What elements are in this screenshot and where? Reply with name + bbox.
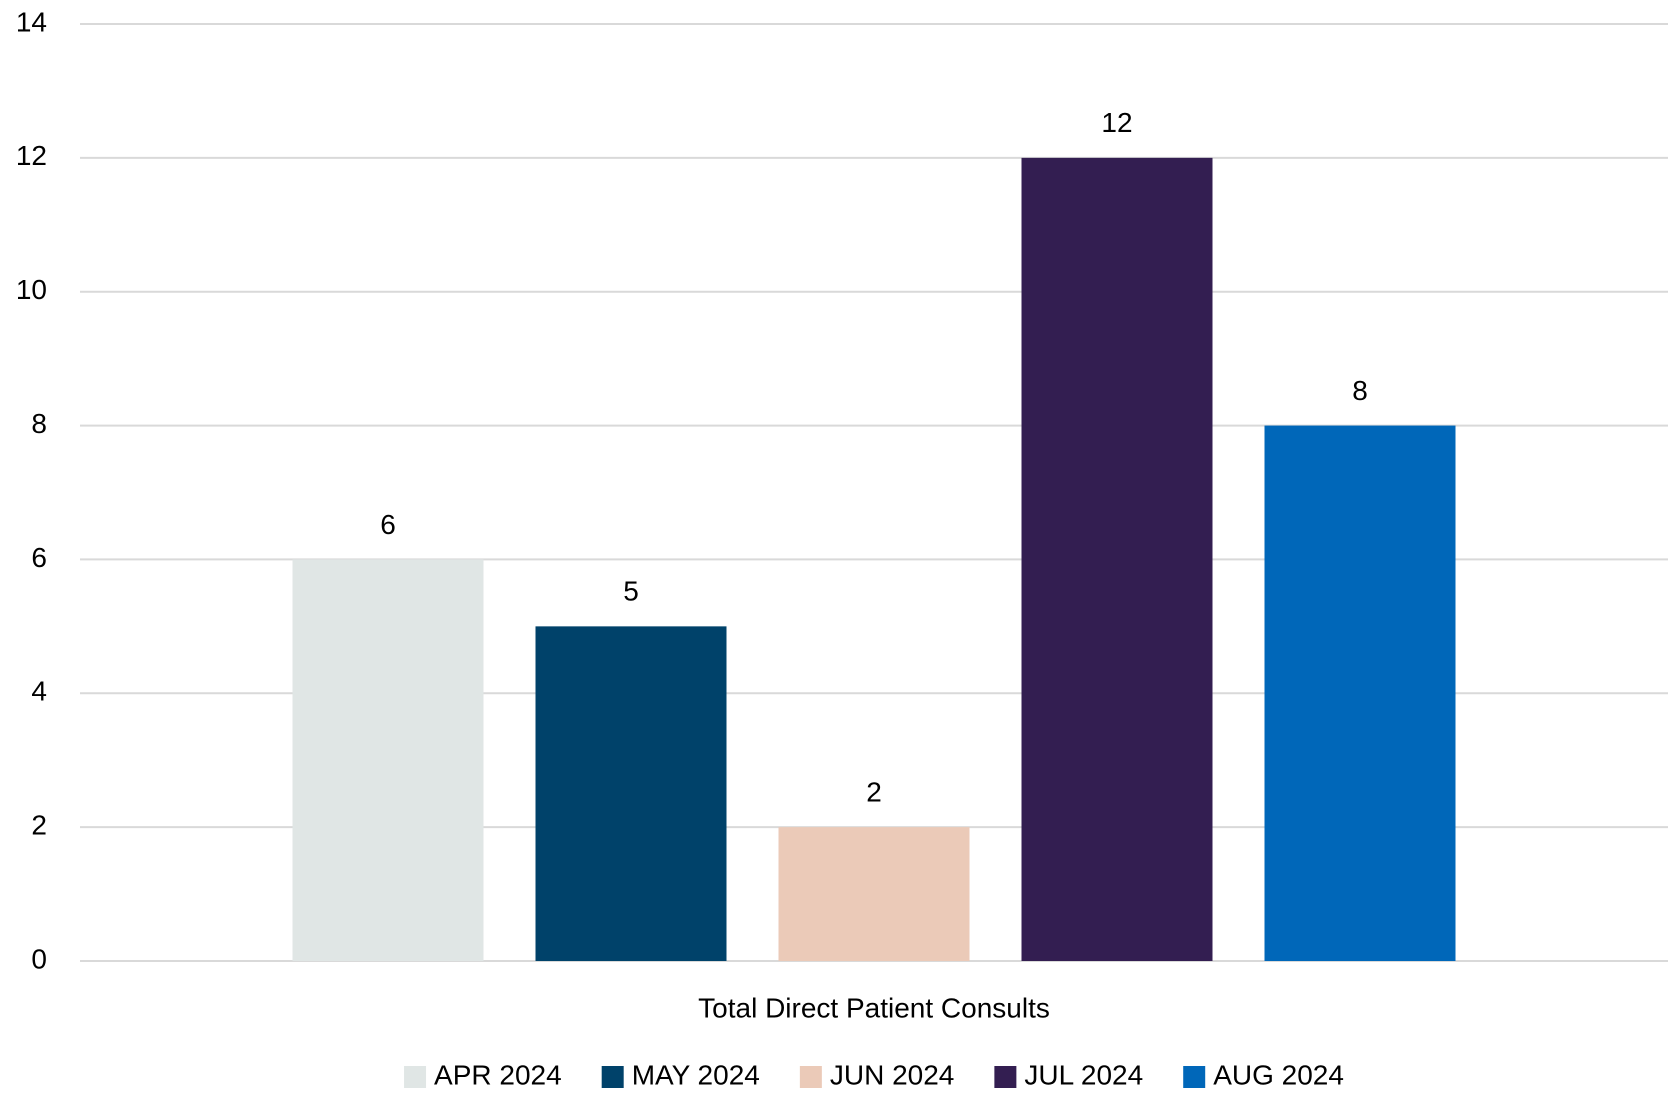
- data-label: 5: [623, 576, 639, 607]
- y-tick-label: 4: [31, 676, 47, 707]
- bar: [778, 827, 970, 961]
- legend-item: AUG 2024: [1183, 1059, 1344, 1090]
- legend-item: JUN 2024: [799, 1059, 955, 1090]
- y-tick-label: 14: [16, 6, 47, 37]
- legend-swatch: [601, 1066, 624, 1088]
- legend-swatch: [1183, 1066, 1206, 1088]
- bar: [292, 559, 484, 961]
- legend: APR 2024 MAY 2024 JUN 2024 JUL 2024 AUG 2024: [404, 1059, 1344, 1090]
- data-label: 6: [380, 509, 396, 540]
- bar: [535, 626, 727, 961]
- data-label: 2: [866, 777, 882, 808]
- data-label: 12: [1101, 107, 1132, 138]
- legend-label: AUG 2024: [1213, 1059, 1344, 1090]
- legend-item: MAY 2024: [601, 1059, 760, 1090]
- y-tick-label: 8: [31, 408, 47, 439]
- legend-item: JUL 2024: [994, 1059, 1143, 1090]
- legend-item: APR 2024: [404, 1059, 562, 1090]
- y-tick-label: 0: [31, 943, 47, 974]
- bar: [1264, 425, 1456, 962]
- legend-swatch: [994, 1066, 1017, 1088]
- legend-label: JUN 2024: [830, 1059, 955, 1090]
- legend-label: MAY 2024: [632, 1059, 760, 1090]
- y-tick-label: 10: [16, 274, 47, 305]
- y-tick-label: 2: [31, 810, 47, 841]
- legend-swatch: [799, 1066, 822, 1088]
- data-label: 8: [1352, 375, 1368, 406]
- legend-swatch: [404, 1066, 427, 1088]
- bar: [1021, 157, 1213, 961]
- y-tick-label: 6: [31, 542, 47, 573]
- legend-label: JUL 2024: [1024, 1059, 1143, 1090]
- legend-label: APR 2024: [434, 1059, 562, 1090]
- y-tick-label: 12: [16, 140, 47, 171]
- x-tick-label: Total Direct Patient Consults: [698, 992, 1050, 1023]
